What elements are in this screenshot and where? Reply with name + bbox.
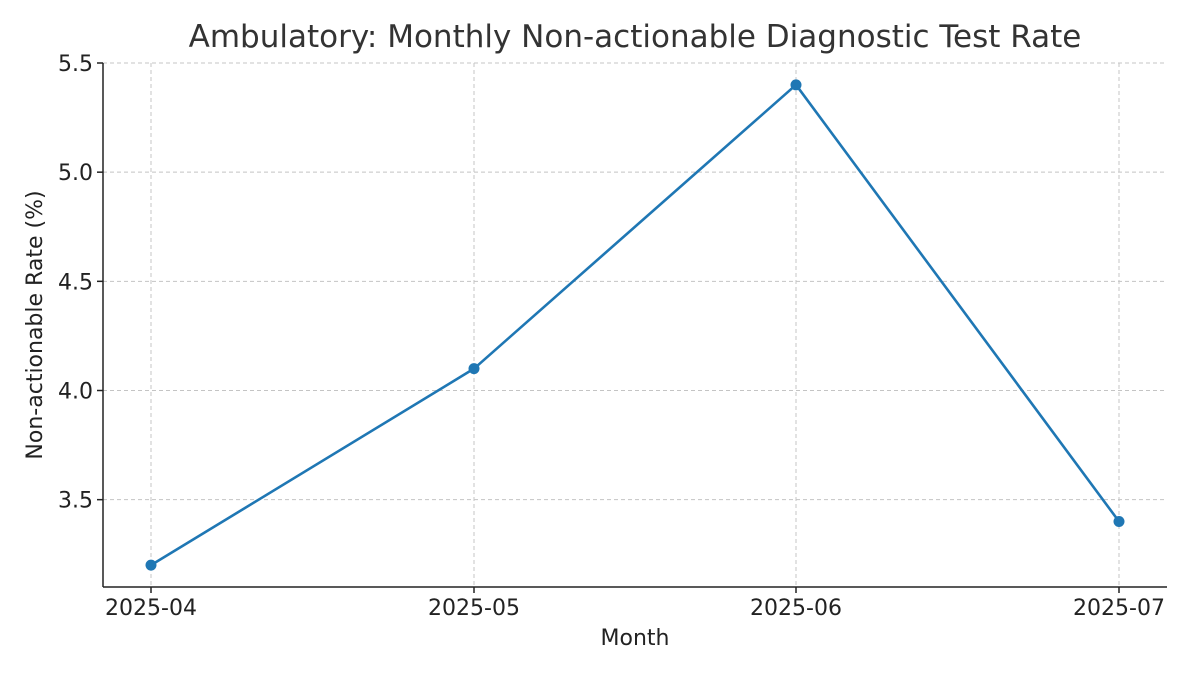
chart-title: Ambulatory: Monthly Non-actionable Diagn… — [189, 19, 1082, 55]
x-tick-label: 2025-07 — [1073, 596, 1165, 621]
x-tick-label: 2025-04 — [105, 596, 197, 621]
grid — [103, 62, 1167, 587]
data-point — [790, 79, 802, 91]
y-axis-label: Non-actionable Rate (%) — [23, 190, 48, 459]
axes: 3.5 4.0 4.5 5.0 5.5 2025-04 2025-05 2025-06 2025… — [58, 52, 1167, 621]
data-point — [145, 559, 157, 571]
data-point — [1113, 516, 1125, 527]
y-tick-label: 4.5 — [58, 270, 93, 295]
x-tick-label: 2025-06 — [750, 596, 842, 621]
data-point — [468, 363, 480, 375]
series-layer — [145, 79, 1125, 571]
series-line — [150, 83, 1121, 567]
x-axis-label: Month — [601, 626, 670, 651]
y-tick-label: 5.0 — [58, 161, 93, 186]
y-tick-label: 4.0 — [58, 380, 93, 405]
y-tick-label: 3.5 — [58, 489, 93, 514]
x-tick-label: 2025-05 — [428, 596, 520, 621]
y-tick-label: 5.5 — [58, 52, 93, 77]
